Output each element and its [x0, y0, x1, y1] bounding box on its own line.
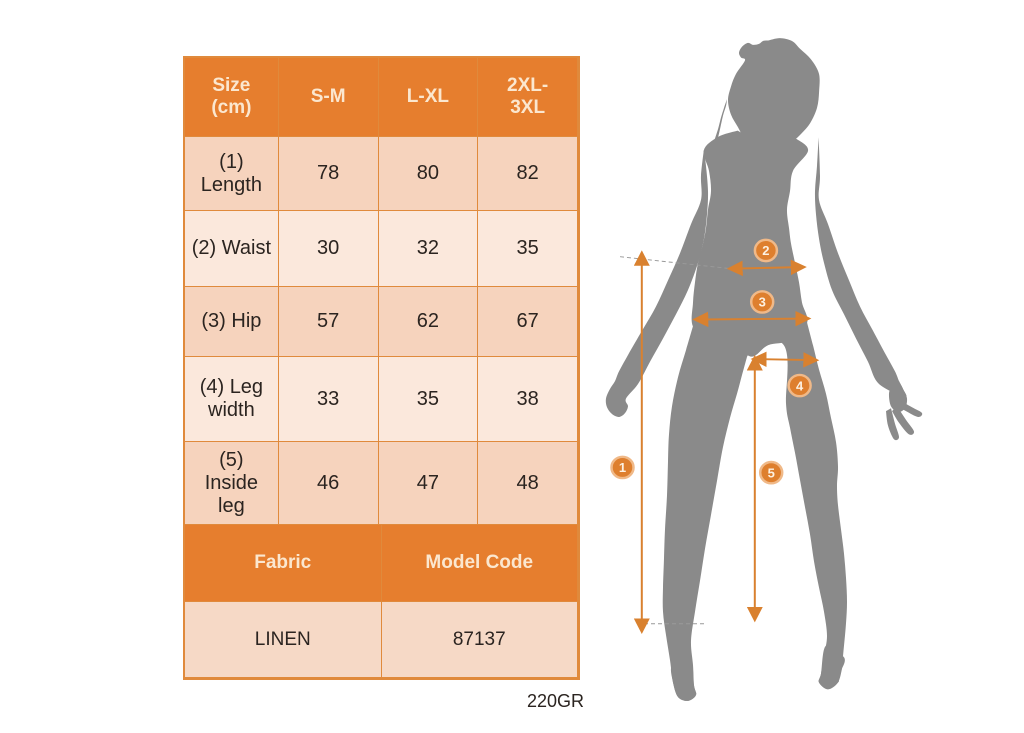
svg-text:3: 3: [759, 295, 766, 310]
svg-text:2: 2: [762, 243, 769, 258]
svg-text:5: 5: [768, 466, 775, 481]
svg-text:1: 1: [619, 460, 626, 475]
svg-text:4: 4: [796, 378, 804, 393]
